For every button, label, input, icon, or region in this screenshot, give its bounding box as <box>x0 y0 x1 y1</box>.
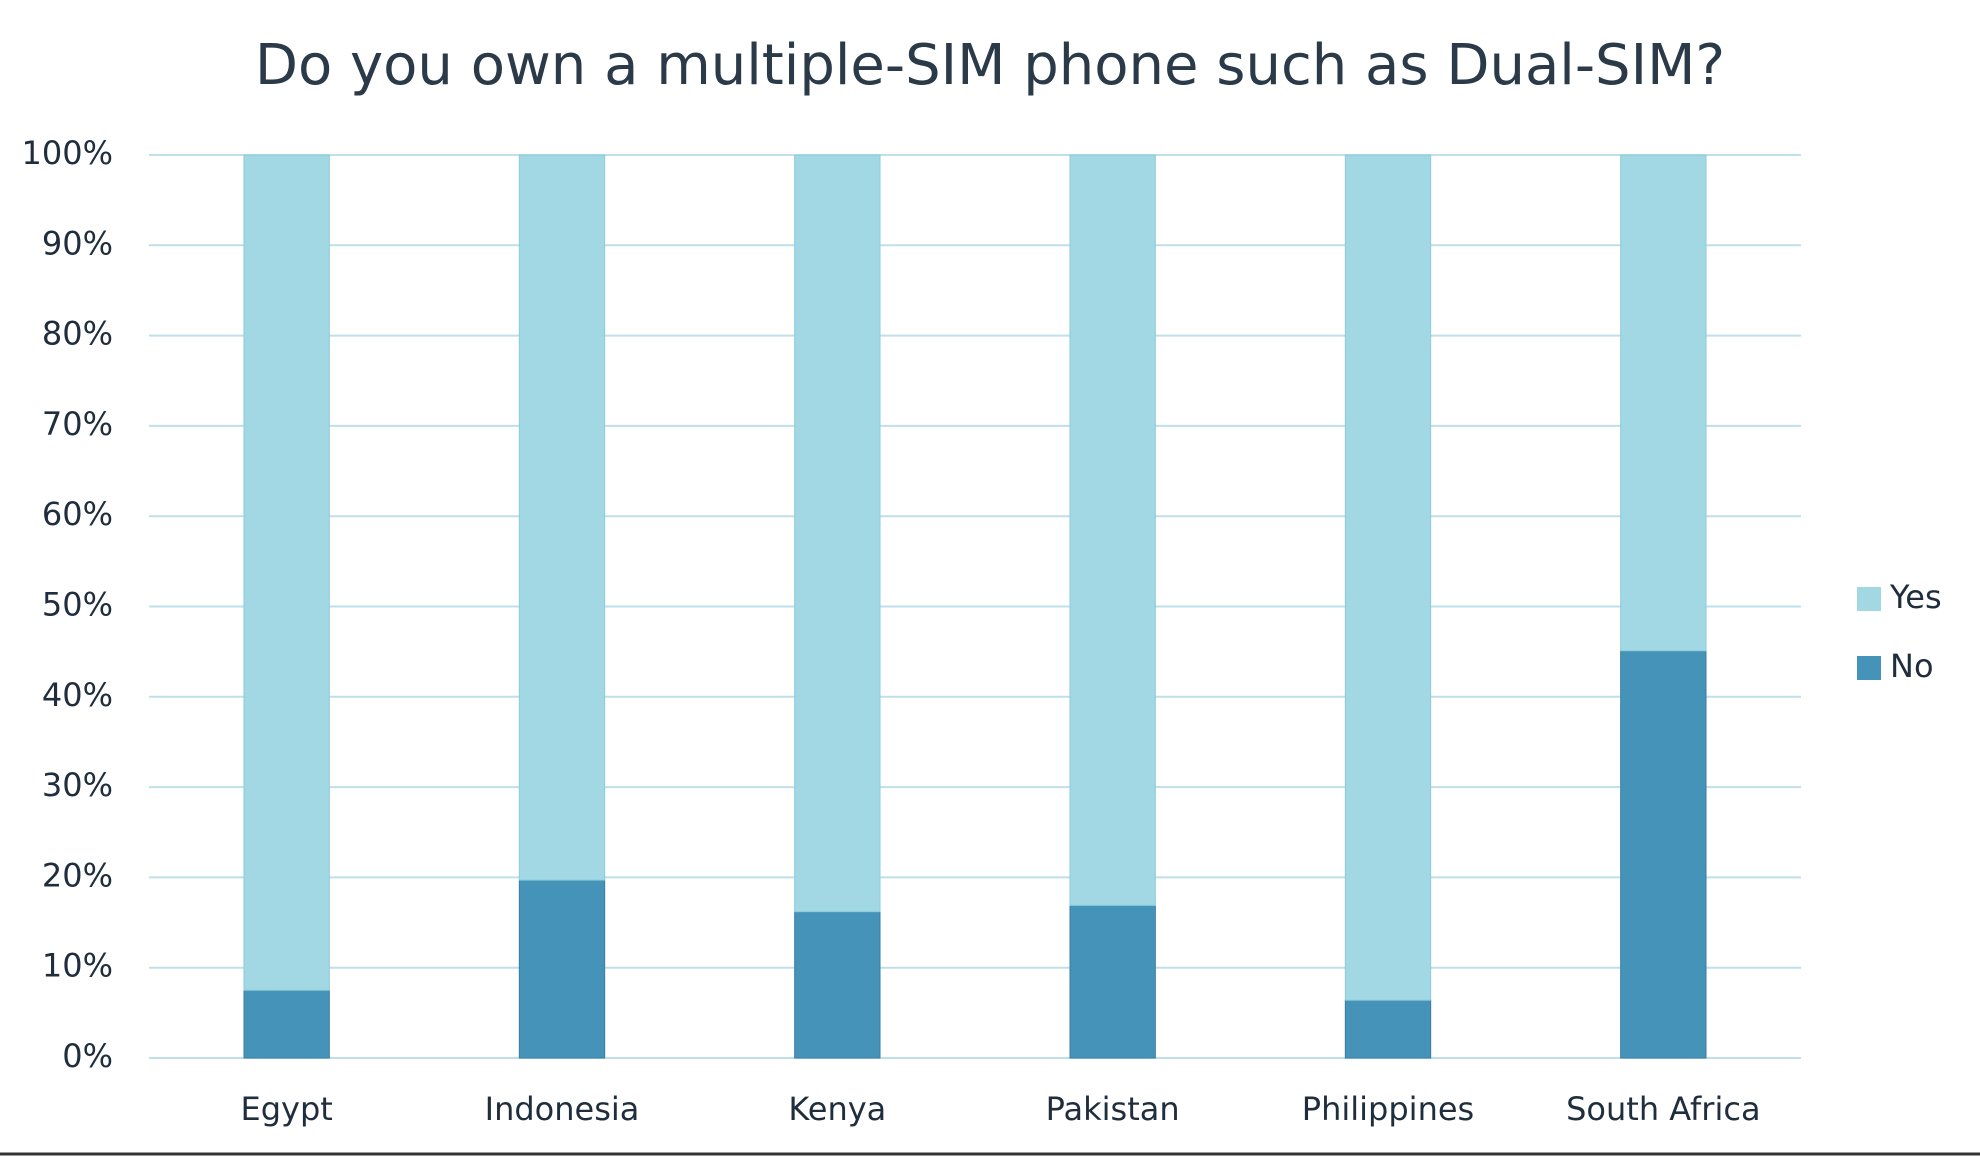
y-tick-label: 60% <box>42 495 113 533</box>
bar-segment <box>794 154 881 913</box>
bar-segment <box>1344 999 1432 1059</box>
y-tick-label: 20% <box>42 856 113 894</box>
y-tick-label: 100% <box>22 134 113 172</box>
bar-segment <box>518 154 606 881</box>
legend-label: Yes <box>1889 578 1942 616</box>
bar-segment <box>1069 154 1156 906</box>
y-tick-label: 10% <box>42 947 113 985</box>
x-tick-label: Egypt <box>241 1090 333 1128</box>
y-tick-label: 70% <box>42 405 113 443</box>
y-tick-label: 80% <box>42 315 113 353</box>
y-tick-label: 50% <box>42 586 113 624</box>
y-tick-label: 30% <box>42 766 113 804</box>
legend-label: No <box>1890 647 1934 685</box>
x-tick-label: Kenya <box>788 1090 886 1128</box>
bar-segment <box>243 989 330 1059</box>
x-tick-label: Indonesia <box>485 1090 640 1128</box>
legend-swatch <box>1857 656 1881 680</box>
x-tick-label: Pakistan <box>1046 1090 1180 1128</box>
y-tick-label: 90% <box>42 224 113 262</box>
bar-segment <box>518 879 606 1059</box>
legend-swatch <box>1857 587 1881 611</box>
x-tick-label: Philippines <box>1302 1090 1474 1128</box>
bar-segment <box>1620 154 1707 652</box>
bar-segment <box>1069 904 1156 1059</box>
chart-title: Do you own a multiple-SIM phone such as … <box>255 33 1725 98</box>
bar-segment <box>1344 154 1432 1001</box>
y-tick-label: 0% <box>62 1037 113 1075</box>
bar-segment <box>794 911 881 1059</box>
bar-segment <box>1620 650 1707 1059</box>
y-tick-label: 40% <box>42 676 113 714</box>
bar-segment <box>243 154 330 991</box>
x-tick-label: South Africa <box>1566 1090 1760 1128</box>
